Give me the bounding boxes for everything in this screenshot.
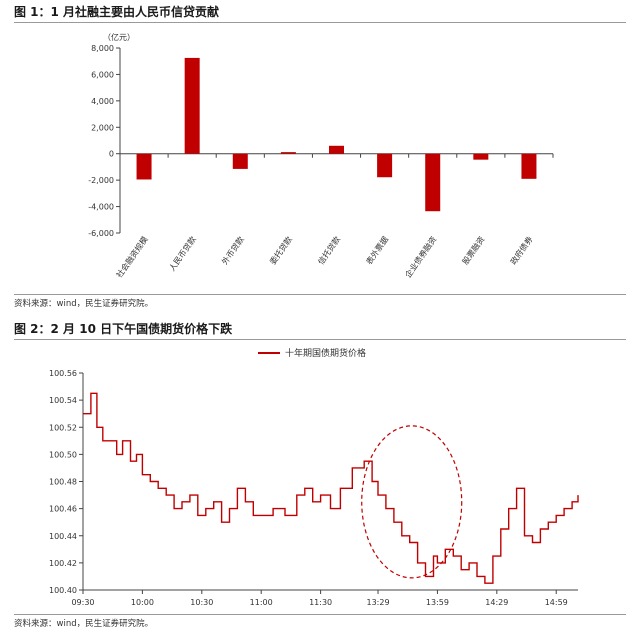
y-tick-label: 6,000 bbox=[91, 70, 114, 79]
legend-label: 十年期国债期货价格 bbox=[285, 347, 366, 359]
x-tick-label: 09:30 bbox=[71, 598, 94, 607]
x-tick-label: 14:29 bbox=[485, 598, 508, 607]
figure2-top-rule bbox=[14, 339, 626, 340]
y-tick-label: 100.42 bbox=[49, 559, 77, 568]
y-tick-label: 0 bbox=[109, 150, 114, 159]
category-label: 股票融资 bbox=[460, 234, 487, 266]
x-tick-label: 10:00 bbox=[131, 598, 154, 607]
y-tick-label: -6,000 bbox=[88, 229, 114, 238]
y-tick-label: 100.46 bbox=[49, 505, 77, 514]
category-label: 外币贷款 bbox=[219, 234, 246, 266]
y-tick-label: 100.56 bbox=[49, 369, 77, 378]
y-tick-label: 100.48 bbox=[49, 478, 77, 487]
x-tick-label: 14:59 bbox=[545, 598, 568, 607]
bar bbox=[329, 145, 344, 154]
category-label: 信托贷款 bbox=[316, 234, 343, 266]
category-label: 人民币贷款 bbox=[167, 234, 198, 273]
bar bbox=[377, 153, 393, 178]
y-tick-label: -2,000 bbox=[88, 176, 114, 185]
annotation-ellipse bbox=[361, 425, 463, 579]
line-chart: 十年期国债期货价格 100.40 100.42 100.44 100.46 100.48 1… bbox=[49, 347, 579, 607]
y-tick-label: 100.50 bbox=[49, 450, 77, 459]
y-tick-label: 100.40 bbox=[49, 586, 77, 595]
x-tick-label: 13:29 bbox=[366, 598, 389, 607]
figure2-source: 资料来源：wind，民生证券研究院。 bbox=[14, 619, 154, 629]
series-line bbox=[83, 392, 579, 584]
x-tick-label: 13:59 bbox=[426, 598, 449, 607]
bar bbox=[136, 153, 152, 180]
y-tick-label: -4,000 bbox=[88, 203, 114, 212]
bar bbox=[280, 152, 296, 154]
y-tick-label: 4,000 bbox=[91, 97, 114, 106]
bar bbox=[232, 153, 248, 169]
y-tick-label: 100.52 bbox=[49, 423, 77, 432]
category-label: 政府债券 bbox=[508, 234, 535, 266]
category-label: 表外票据 bbox=[364, 234, 391, 266]
category-label: 企业债券融资 bbox=[403, 234, 439, 279]
y-tick-label: 100.44 bbox=[49, 532, 77, 541]
bar-chart: （亿元） -6,000 -4,000 -2,000 0 2,000 4,000 6,000 8,… bbox=[88, 32, 554, 279]
y-tick-label: 8,000 bbox=[91, 44, 114, 53]
figure1-bottom-rule bbox=[14, 294, 626, 295]
figure2-title: 图 2：2 月 10 日下午国债期货价格下跌 bbox=[14, 322, 233, 336]
y-unit-label: （亿元） bbox=[103, 32, 135, 42]
bar bbox=[425, 153, 441, 212]
bar bbox=[521, 153, 537, 179]
x-tick-label: 11:30 bbox=[309, 598, 332, 607]
figure1-source: 资料来源：wind，民生证券研究院。 bbox=[14, 299, 154, 309]
bar bbox=[473, 153, 489, 160]
category-label: 委托贷款 bbox=[267, 234, 294, 266]
y-tick-label: 2,000 bbox=[91, 123, 114, 132]
figure2-bottom-rule bbox=[14, 614, 626, 615]
figure1-title: 图 1：1 月社融主要由人民币信贷贡献 bbox=[14, 5, 220, 19]
figure1-top-rule bbox=[14, 22, 626, 23]
x-tick-label: 10:30 bbox=[190, 598, 213, 607]
y-tick-label: 100.54 bbox=[49, 396, 77, 405]
x-tick-label: 11:00 bbox=[250, 598, 273, 607]
bar bbox=[184, 57, 200, 154]
category-label: 社会融资规模 bbox=[114, 234, 150, 279]
